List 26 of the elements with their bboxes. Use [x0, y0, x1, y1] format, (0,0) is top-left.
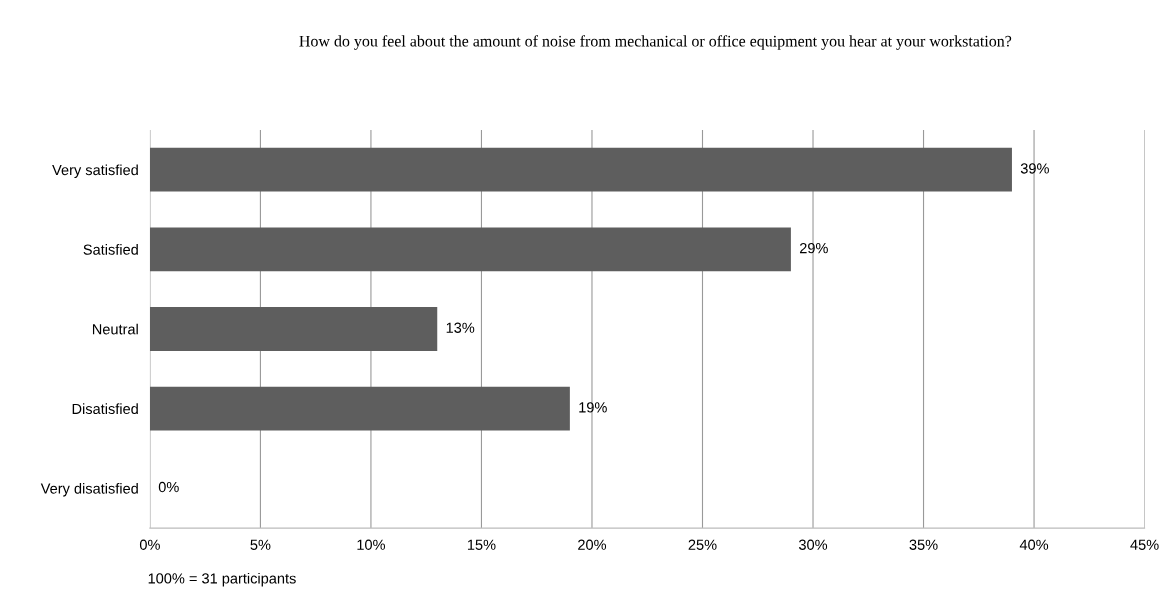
bar	[149, 227, 791, 272]
x-tick-label: 5%	[250, 539, 271, 550]
data-label: 19%	[579, 402, 607, 413]
data-label: 39%	[1020, 163, 1049, 174]
x-tick-label: 10%	[357, 539, 386, 550]
data-label: 13%	[446, 322, 475, 333]
y-tick-label: Satisfied	[83, 244, 138, 255]
x-tick-label: 40%	[1019, 539, 1049, 550]
bar	[149, 147, 1012, 192]
y-tick-label: Very satisfied	[52, 164, 138, 179]
x-tick-label: 20%	[578, 539, 607, 550]
bar	[149, 386, 570, 431]
chart-title: How do you feel about the amount of noise from mechanical or office equipment you hear at your workstation?	[299, 35, 1012, 50]
x-tick-label: 0%	[139, 539, 160, 550]
bar	[149, 307, 438, 351]
y-tick-label: Neutral	[92, 323, 138, 335]
data-label: 0%	[158, 481, 179, 493]
x-tick-label: 15%	[467, 539, 496, 550]
x-tick-label: 25%	[688, 539, 717, 550]
text: 100% = 31 participants	[148, 572, 296, 587]
x-tick-label: 45%	[1130, 539, 1159, 550]
y-tick-label: Very disatisfied	[40, 482, 138, 497]
x-tick-label: 30%	[798, 539, 828, 550]
x-tick-label: 35%	[909, 539, 938, 550]
data-label: 29%	[799, 242, 828, 254]
y-tick-label: Disatisfied	[72, 403, 138, 415]
